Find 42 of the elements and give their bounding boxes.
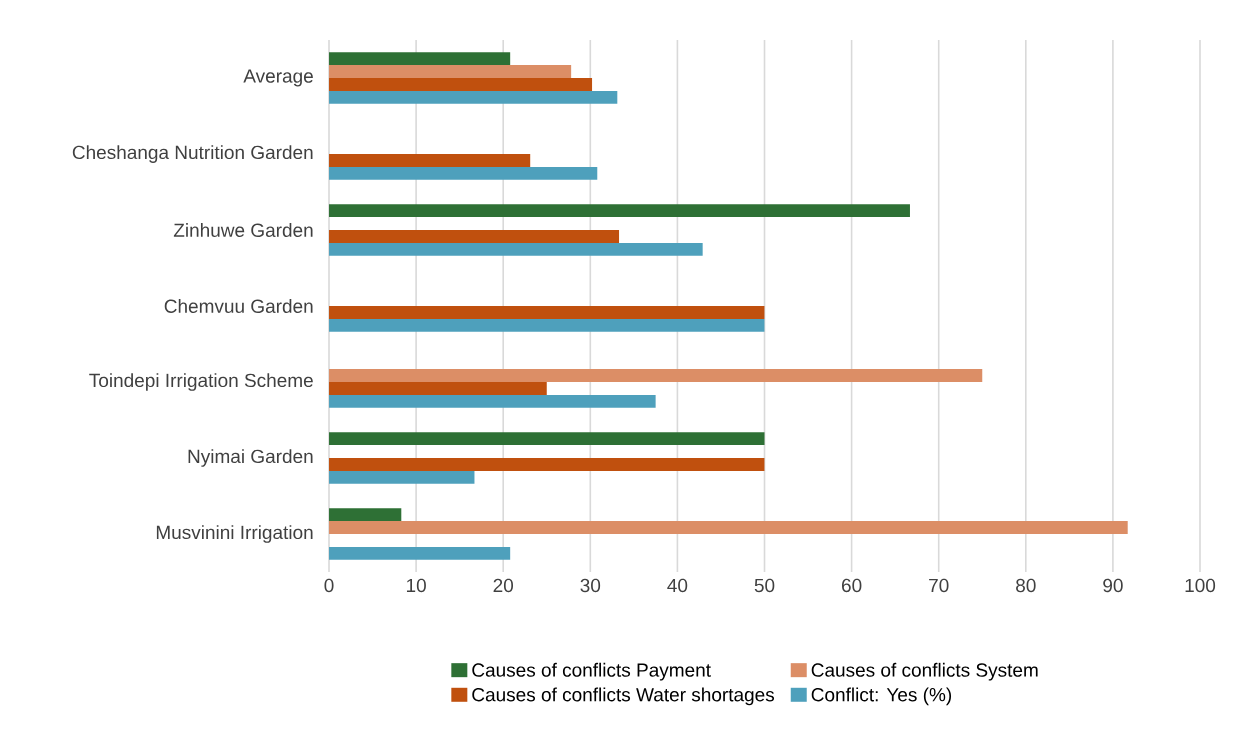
y-tick-label: Toindepi Irrigation Scheme [89, 373, 313, 391]
x-tick-label: 40 [667, 578, 688, 593]
bar [329, 154, 531, 167]
bar [329, 52, 511, 66]
bar [329, 230, 620, 243]
x-tick-label: 100 [1185, 578, 1216, 593]
y-tick-label: Cheshanga Nutrition Garden [72, 145, 313, 163]
bar [329, 432, 765, 446]
bar [329, 470, 475, 484]
bar [329, 318, 765, 332]
y-tick-label: Nyimai Garden [188, 449, 313, 467]
bar [329, 306, 765, 319]
bar [329, 394, 656, 408]
x-tick-label: 10 [406, 578, 426, 593]
bar [329, 65, 572, 79]
x-tick-label: 0 [324, 578, 334, 593]
bar [329, 508, 402, 522]
bar [329, 90, 618, 104]
bar [329, 369, 983, 383]
bar [329, 78, 593, 91]
x-tick-label: 90 [1103, 578, 1123, 593]
x-tick-label: 30 [580, 578, 601, 593]
bar [329, 242, 703, 256]
bar [329, 458, 765, 471]
bar [329, 546, 511, 560]
x-tick-label: 70 [929, 578, 949, 593]
bar [329, 382, 547, 395]
legend-label: Conflict: Yes (%) [811, 687, 952, 706]
y-tick-label: Chemvuu Garden [164, 299, 313, 313]
legend-label: Causes of conflicts Payment [472, 662, 711, 681]
legend-label: Causes of conflicts Water shortages [472, 687, 775, 706]
x-tick-label: 20 [493, 578, 514, 593]
x-tick-label: 50 [754, 578, 775, 593]
bar [329, 204, 910, 218]
bar [329, 521, 1128, 534]
y-tick-label: Zinhuwe Garden [173, 223, 313, 237]
y-tick-label: Average [243, 69, 313, 87]
y-tick-label: Musvinini Irrigation [156, 525, 313, 543]
x-tick-label: 60 [842, 578, 862, 593]
legend-label: Causes of conflicts System [811, 662, 1038, 681]
x-tick-label: 80 [1016, 578, 1036, 593]
bar [329, 166, 598, 180]
